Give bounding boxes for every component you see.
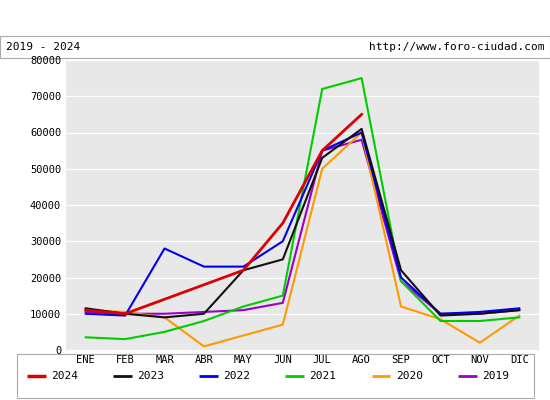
Text: 2020: 2020 <box>395 371 422 381</box>
Text: 2022: 2022 <box>223 371 250 381</box>
Text: 2019 - 2024: 2019 - 2024 <box>6 42 80 52</box>
Text: 2021: 2021 <box>310 371 337 381</box>
Text: Evolucion Nº Turistas Nacionales en el municipio de Calp: Evolucion Nº Turistas Nacionales en el m… <box>30 10 520 26</box>
Text: http://www.foro-ciudad.com: http://www.foro-ciudad.com <box>369 42 544 52</box>
Text: 2024: 2024 <box>51 371 78 381</box>
Text: 2023: 2023 <box>137 371 164 381</box>
Text: 2019: 2019 <box>482 371 509 381</box>
